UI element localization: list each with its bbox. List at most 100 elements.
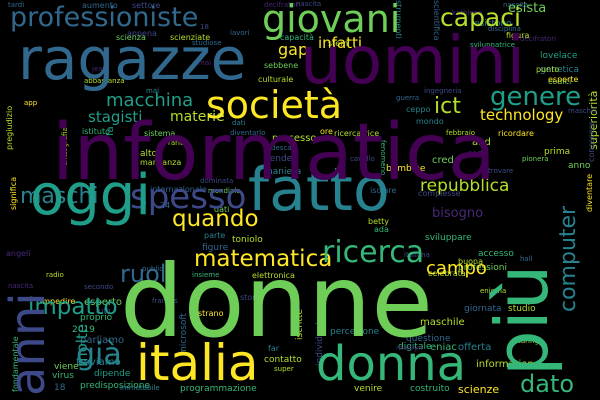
word: impedire bbox=[40, 297, 76, 306]
word: donne bbox=[120, 243, 433, 360]
word: enigma bbox=[480, 287, 507, 295]
word: dato bbox=[520, 370, 575, 398]
word: codici bbox=[548, 77, 572, 86]
word: 18 bbox=[54, 383, 66, 393]
word: kathleen bbox=[452, 9, 483, 17]
word: donna bbox=[316, 336, 467, 392]
word: aumento bbox=[82, 1, 118, 10]
word: super bbox=[274, 365, 294, 373]
word: lavori bbox=[230, 29, 250, 37]
word: cavallo bbox=[350, 155, 375, 163]
word: bisogno bbox=[432, 206, 484, 221]
word: materie bbox=[170, 109, 225, 125]
word: questione bbox=[406, 334, 451, 344]
word: conoscere bbox=[587, 121, 596, 162]
word: significa bbox=[9, 176, 18, 210]
word: ict bbox=[434, 94, 461, 119]
word: abbastanza bbox=[84, 77, 125, 85]
word: più bbox=[480, 264, 564, 376]
word: alto bbox=[140, 149, 158, 159]
word: fatto bbox=[248, 155, 390, 225]
word: tedesca bbox=[264, 144, 292, 152]
word: giornata bbox=[464, 304, 502, 314]
word: esista bbox=[508, 1, 547, 16]
word: secondo bbox=[84, 283, 114, 291]
word: radio bbox=[46, 271, 64, 279]
word: 24 bbox=[160, 201, 171, 210]
word: ore bbox=[320, 127, 333, 136]
word: figura bbox=[506, 31, 530, 40]
word: nascita bbox=[296, 0, 322, 8]
word: mondiale bbox=[208, 187, 241, 195]
word: percezione bbox=[330, 327, 380, 337]
word: costruito bbox=[410, 384, 450, 394]
word: strano bbox=[198, 309, 224, 318]
word: nascita bbox=[503, 1, 529, 9]
word: technology bbox=[480, 106, 564, 124]
word: crede bbox=[432, 155, 461, 166]
word: trovare bbox=[488, 167, 514, 175]
word: sviluppare bbox=[425, 233, 472, 243]
word: complesse bbox=[418, 189, 461, 198]
word: lovelace bbox=[540, 51, 578, 61]
word: and bbox=[472, 137, 491, 148]
word: impatto bbox=[28, 294, 118, 320]
word: dominata bbox=[200, 177, 234, 185]
word: storia bbox=[240, 293, 263, 302]
word: dati bbox=[214, 205, 230, 214]
word: stem bbox=[328, 39, 349, 48]
word: disciplina bbox=[488, 25, 521, 33]
word: uomini bbox=[300, 22, 526, 99]
word: 2019 bbox=[72, 325, 95, 335]
word: giovani bbox=[262, 0, 401, 41]
word: maschile bbox=[420, 317, 465, 328]
word: marilyn bbox=[396, 344, 423, 352]
word: isolare bbox=[370, 186, 397, 195]
word: angeli bbox=[6, 249, 31, 258]
word: appena bbox=[127, 29, 157, 38]
word: hall bbox=[520, 255, 533, 263]
word: oggi bbox=[30, 163, 151, 228]
word: matematica bbox=[194, 246, 333, 272]
word: maschi bbox=[20, 184, 99, 209]
word: già bbox=[76, 337, 122, 372]
word: figure bbox=[202, 243, 229, 253]
word: sviluppatrice bbox=[470, 41, 516, 49]
word: internazionale bbox=[150, 185, 207, 194]
word: studio bbox=[508, 304, 536, 314]
word: jean bbox=[92, 65, 107, 73]
word: far bbox=[268, 344, 280, 353]
word: infatti bbox=[318, 34, 363, 52]
word: esperto bbox=[84, 297, 123, 308]
word: digitale bbox=[398, 342, 432, 352]
word: toniolo bbox=[232, 235, 263, 245]
word: ruoli bbox=[120, 260, 174, 288]
word: app bbox=[24, 99, 38, 107]
word: anno bbox=[568, 161, 591, 171]
word: buona bbox=[458, 257, 484, 266]
word: ragazze bbox=[18, 25, 247, 93]
word: sebbene bbox=[264, 61, 299, 70]
word: scienziate bbox=[170, 33, 211, 42]
word: professioni bbox=[458, 263, 508, 273]
word: betty bbox=[368, 217, 390, 226]
word: esistono bbox=[474, 19, 512, 29]
word: decifratori bbox=[264, 1, 301, 9]
word: 18 bbox=[200, 23, 209, 31]
word: offerta bbox=[458, 342, 492, 353]
word: maniera bbox=[264, 167, 302, 177]
word: nascita bbox=[8, 282, 34, 290]
word: capacità bbox=[280, 33, 314, 42]
word: esperte bbox=[548, 75, 579, 84]
word: proprio bbox=[80, 313, 113, 323]
word: repubblica bbox=[420, 176, 510, 196]
word: scienza bbox=[116, 33, 146, 42]
word: tardi bbox=[8, 1, 25, 9]
word: italiana bbox=[404, 251, 430, 259]
word: pionera bbox=[522, 155, 549, 163]
word: società bbox=[206, 83, 343, 127]
word: troviamo bbox=[76, 357, 121, 368]
word: immutabile bbox=[120, 384, 160, 392]
word: istituto bbox=[82, 127, 110, 136]
word: predisposizione bbox=[80, 381, 151, 391]
